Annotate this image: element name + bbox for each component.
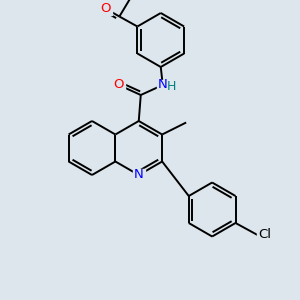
Text: H: H <box>167 80 176 94</box>
Bar <box>112 79 125 91</box>
Text: O: O <box>100 2 111 15</box>
Text: N: N <box>134 169 144 182</box>
Text: N: N <box>158 79 168 92</box>
Text: O: O <box>113 79 124 92</box>
Bar <box>167 82 177 92</box>
Text: Cl: Cl <box>258 229 271 242</box>
Bar <box>99 2 112 14</box>
Bar <box>157 80 168 91</box>
Bar <box>256 229 272 241</box>
Bar <box>133 169 145 181</box>
